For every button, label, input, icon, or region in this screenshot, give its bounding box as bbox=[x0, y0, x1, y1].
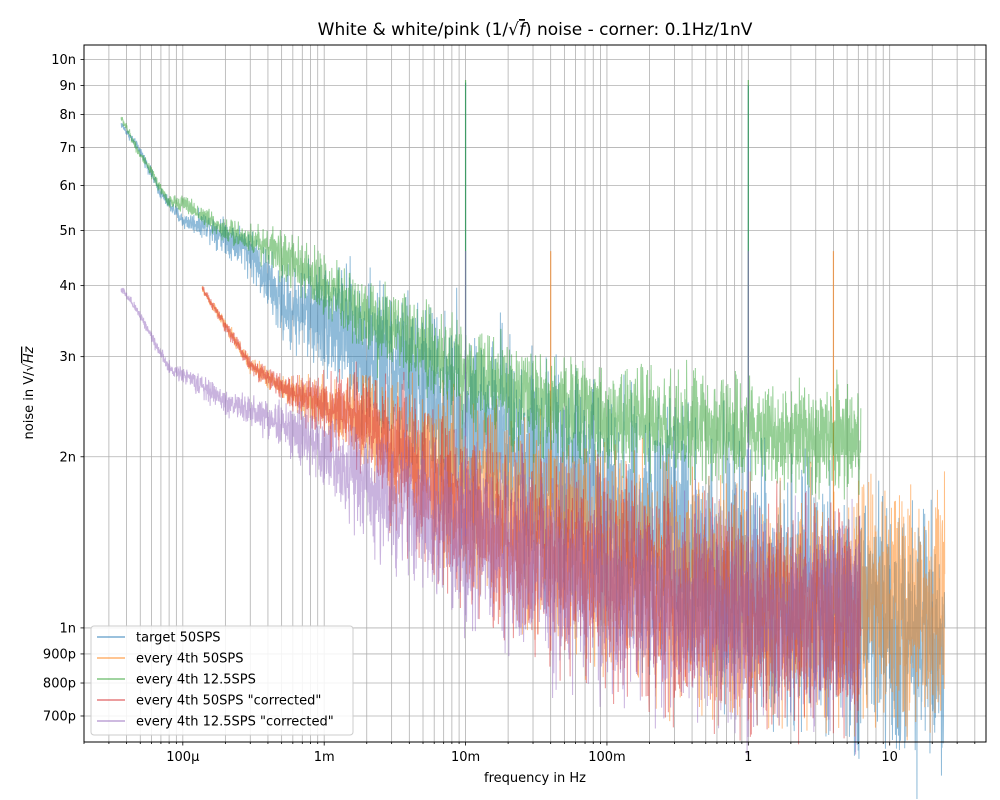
plot-frame bbox=[83, 44, 987, 743]
legend-entry: target 50SPS bbox=[136, 631, 221, 646]
chart-title: White & white/pink (1/√f) noise - corner… bbox=[318, 20, 753, 40]
y-tick-label: 800p bbox=[43, 677, 76, 692]
legend-box bbox=[90, 625, 354, 736]
x-axis-label: frequency in Hz bbox=[484, 771, 586, 786]
ylabel-sqrt: √ bbox=[22, 362, 37, 371]
y-tick-label: 6n bbox=[59, 179, 76, 194]
y-tick-label: 5n bbox=[59, 224, 76, 239]
y-tick-label: 700p bbox=[43, 709, 76, 724]
legend-entry: every 4th 50SPS "corrected" bbox=[136, 694, 321, 709]
title-f: f bbox=[519, 20, 528, 40]
y-tick-label: 10n bbox=[51, 53, 76, 68]
y-tick-label: 3n bbox=[59, 350, 76, 365]
x-tick-labels: 100µ 1m 10m 100m 1 10 bbox=[166, 750, 898, 765]
y-tick-label: 9n bbox=[59, 79, 76, 94]
title-sqrt: √ bbox=[508, 20, 519, 40]
ylabel-hz: Hz bbox=[22, 345, 37, 363]
y-tick-label: 8n bbox=[59, 108, 76, 123]
title-main: White & white/pink (1/ bbox=[318, 20, 509, 40]
y-tick-label: 1n bbox=[59, 621, 76, 636]
series-line bbox=[120, 287, 862, 755]
ylabel-main: noise in V/ bbox=[22, 371, 37, 440]
x-tick-label: 10 bbox=[881, 750, 898, 765]
y-tick-label: 900p bbox=[43, 647, 76, 662]
series-group bbox=[120, 79, 946, 799]
y-tick-label: 4n bbox=[59, 279, 76, 294]
x-tick-label: 100m bbox=[588, 750, 625, 765]
x-tick-label: 1m bbox=[314, 750, 335, 765]
y-tick-label: 7n bbox=[59, 141, 76, 156]
y-tick-label: 2n bbox=[59, 450, 76, 465]
x-tick-label: 100µ bbox=[166, 750, 199, 765]
legend-entry: every 4th 12.5SPS "corrected" bbox=[136, 715, 334, 730]
x-tick-label: 10m bbox=[451, 750, 480, 765]
legend-entry: every 4th 12.5SPS bbox=[136, 673, 256, 688]
title-tail: ) noise - corner: 0.1Hz/1nV bbox=[525, 20, 753, 40]
series-line bbox=[120, 116, 862, 500]
x-tick-label: 1 bbox=[744, 750, 752, 765]
legend-entry: every 4th 50SPS bbox=[136, 652, 244, 667]
y-tick-labels: 700p 800p 900p 1n 2n 3n 4n 5n 6n 7n 8n 9n 10n bbox=[43, 53, 76, 725]
legend: target 50SPS every 4th 50SPS every 4th 12.… bbox=[90, 625, 354, 736]
tick-marks bbox=[80, 58, 976, 746]
y-axis-label: noise in V/√Hz bbox=[22, 345, 37, 439]
